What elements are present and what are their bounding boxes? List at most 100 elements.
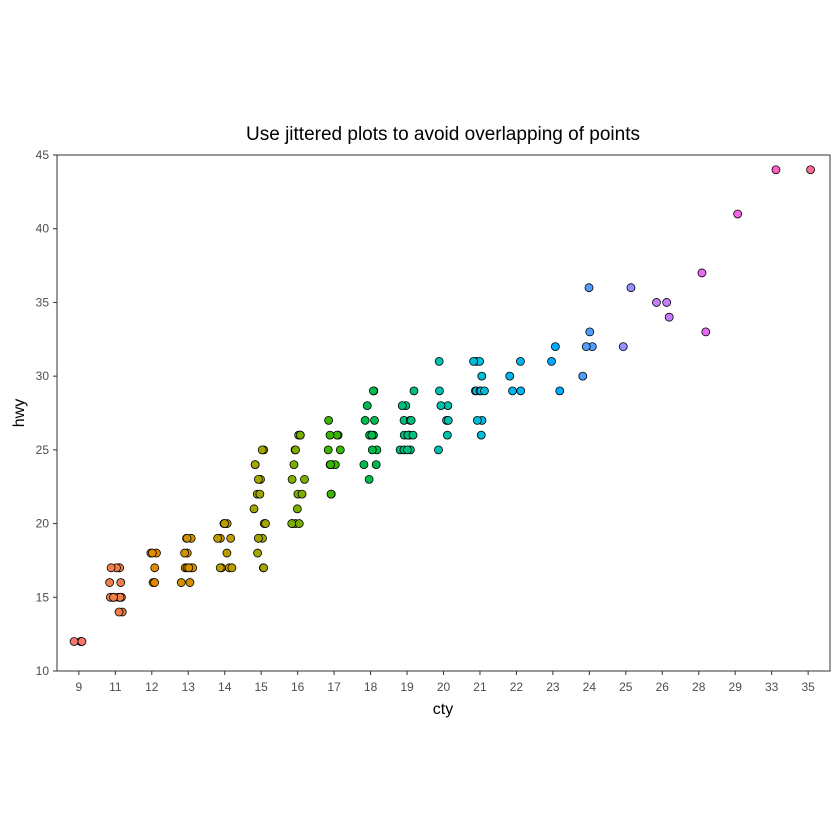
data-point [369, 386, 378, 396]
data-point [287, 474, 297, 484]
data-point [362, 401, 372, 411]
data-point [367, 445, 377, 455]
data-point [300, 474, 309, 484]
data-point [227, 563, 237, 573]
data-point [585, 327, 595, 337]
data-point [618, 342, 628, 352]
y-tick-label: 45 [36, 148, 50, 162]
data-point [69, 637, 79, 646]
x-tick-label: 33 [765, 680, 779, 694]
data-point [581, 342, 591, 352]
data-point [472, 415, 482, 425]
data-point [184, 563, 194, 573]
data-point [295, 430, 305, 440]
data-point [250, 460, 260, 470]
data-point [370, 415, 379, 425]
data-point [771, 165, 781, 175]
data-point [435, 386, 444, 396]
data-point [323, 445, 333, 455]
data-point [253, 548, 263, 558]
x-tick-label: 21 [473, 680, 487, 694]
data-point [662, 298, 672, 307]
x-tick-label: 13 [182, 680, 196, 694]
data-point [584, 283, 594, 293]
points-layer [69, 165, 815, 646]
data-point [150, 563, 160, 573]
data-point [114, 607, 124, 617]
x-axis-title: cty [433, 701, 453, 718]
data-point [254, 474, 263, 484]
x-tick-label: 14 [218, 680, 232, 694]
x-tick-label: 20 [437, 680, 451, 694]
data-point [367, 430, 377, 440]
x-tick-label: 28 [692, 680, 706, 694]
data-point [806, 165, 815, 175]
x-tick-label: 24 [583, 680, 597, 694]
data-point [182, 533, 192, 543]
x-tick-label: 29 [729, 680, 743, 694]
y-tick-label: 35 [36, 295, 50, 309]
data-point [253, 533, 263, 543]
data-point [326, 489, 336, 499]
x-tick-label: 16 [291, 680, 305, 694]
data-point [257, 445, 267, 455]
y-tick-label: 30 [36, 369, 50, 383]
data-point [109, 592, 118, 602]
data-point [397, 401, 407, 411]
y-tick-label: 15 [36, 590, 50, 604]
chart-title: Use jittered plots to avoid overlapping … [246, 124, 640, 145]
x-tick-label: 17 [327, 680, 341, 694]
data-point [335, 445, 345, 455]
data-point [476, 430, 486, 440]
data-point [555, 386, 565, 396]
data-point [406, 415, 416, 425]
data-point [261, 519, 270, 528]
data-point [480, 386, 489, 396]
x-tick-label: 11 [109, 680, 122, 694]
data-point [287, 519, 297, 528]
data-point [213, 533, 223, 543]
x-tick-label: 35 [801, 680, 815, 694]
data-point [226, 533, 236, 543]
data-point [291, 445, 300, 455]
data-point [516, 386, 526, 396]
y-axis: 10 15 20 25 30 35 40 45 [36, 148, 57, 678]
data-point [325, 430, 335, 440]
data-point [436, 401, 446, 411]
x-tick-label: 26 [656, 680, 670, 694]
y-tick-label: 40 [36, 222, 50, 236]
data-point [733, 209, 743, 219]
data-point [294, 519, 304, 528]
data-point [176, 578, 186, 587]
data-point [443, 415, 453, 425]
data-point [289, 460, 299, 470]
data-point [626, 283, 636, 293]
data-point [359, 460, 369, 470]
y-axis-title: hwy [11, 399, 28, 427]
x-tick-label: 25 [619, 680, 633, 694]
x-tick-label: 23 [546, 680, 560, 694]
data-point [434, 356, 444, 366]
data-point [442, 430, 452, 440]
data-point [505, 371, 515, 381]
data-point [292, 504, 302, 514]
data-point [297, 489, 307, 499]
plot-panel-border [56, 154, 831, 672]
data-point [516, 356, 525, 366]
data-point [249, 504, 259, 514]
data-point [326, 460, 335, 470]
x-tick-label: 22 [510, 680, 524, 694]
data-point [408, 430, 418, 440]
data-point [371, 460, 381, 470]
data-point [324, 415, 334, 425]
data-point [222, 548, 232, 558]
data-point [508, 386, 517, 396]
data-point [180, 548, 190, 558]
x-tick-label: 9 [76, 680, 83, 694]
data-point [106, 563, 116, 573]
x-axis: 9 11 12 13 14 15 16 17 18 19 20 21 22 23 24 25 26 28 29 33 3… [76, 671, 815, 694]
x-tick-label: 18 [364, 680, 378, 694]
